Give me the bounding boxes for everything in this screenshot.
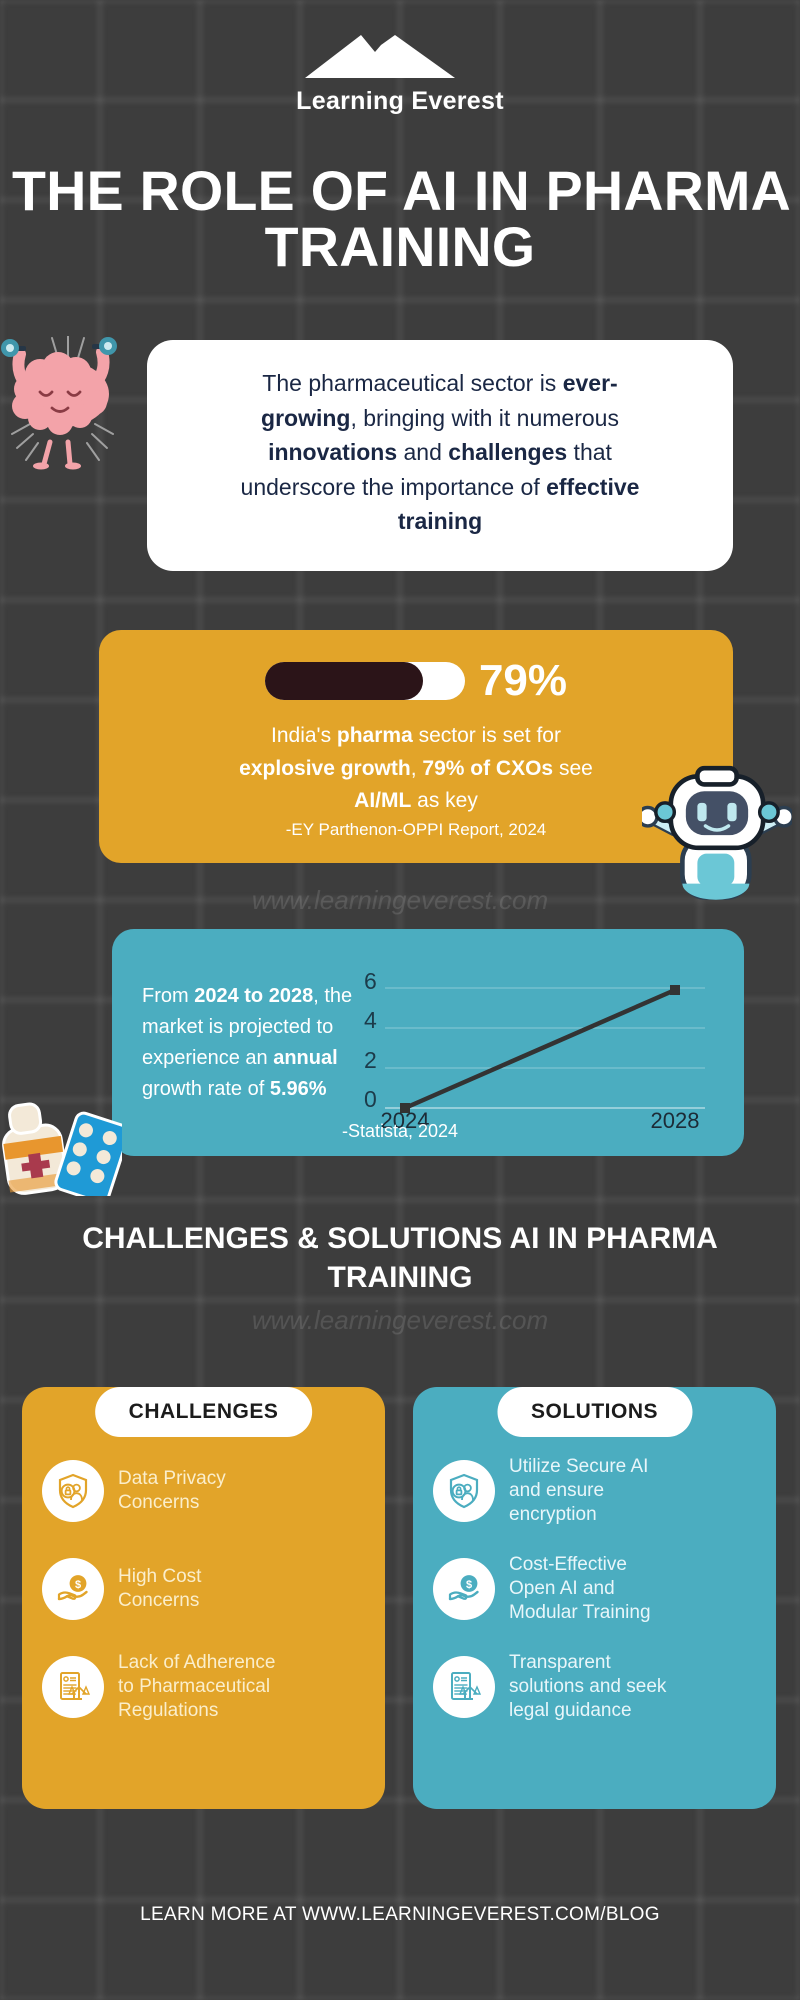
svg-text:$: $: [75, 1579, 81, 1591]
svg-text:$: $: [466, 1579, 472, 1591]
